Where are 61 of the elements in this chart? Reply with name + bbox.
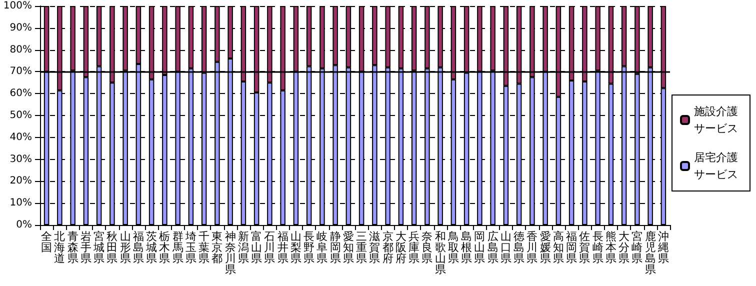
x-tick-label: 東京都 xyxy=(212,230,223,265)
x-tick-label: 福井県 xyxy=(277,230,288,265)
x-tick-label: 鳥取県 xyxy=(446,230,459,265)
x-tick-label: 愛媛県 xyxy=(540,230,551,265)
y-tick-label: 50% xyxy=(10,110,32,121)
legend-label: 施設介護サービス xyxy=(694,105,738,135)
x-tick-label: 秋田県 xyxy=(106,230,118,265)
x-tick-label: 新潟県 xyxy=(238,230,249,265)
x-tick-label: 大阪府 xyxy=(395,230,406,265)
x-tick-label: 熊本県 xyxy=(605,230,616,265)
x-tick-label: 茨城県 xyxy=(145,230,158,265)
x-tick-label: 岡山県 xyxy=(474,230,486,265)
y-tick-label: 70% xyxy=(10,66,32,78)
y-tick-label: 90% xyxy=(10,22,32,34)
x-tick-label: 群馬県 xyxy=(171,230,184,265)
x-tick-label: 全国 xyxy=(41,230,52,254)
x-tick-label: 鹿児島県 xyxy=(644,230,656,276)
x-tick-label: 広島県 xyxy=(487,230,498,265)
y-tick-label: 0% xyxy=(16,220,32,230)
x-tick-label: 兵庫県 xyxy=(408,230,420,265)
x-tick-label: 和歌山県 xyxy=(434,230,446,276)
x-tick-label: 富山県 xyxy=(251,230,262,265)
x-tick-label: 滋賀県 xyxy=(369,230,380,265)
x-tick-label: 山口県 xyxy=(500,230,512,265)
x-tick-label: 愛知県 xyxy=(342,230,354,265)
y-tick-label: 100% xyxy=(3,0,32,12)
x-tick-label: 静岡県 xyxy=(330,230,341,265)
x-tick-label: 沖縄県 xyxy=(656,230,669,265)
x-tick-label: 奈良県 xyxy=(422,230,433,265)
x-tick-label: 高知県 xyxy=(552,230,564,265)
x-tick-label: 青森県 xyxy=(67,230,78,265)
x-tick-label: 宮城県 xyxy=(92,230,105,265)
x-tick-label: 京都府 xyxy=(382,230,394,265)
x-tick-label: 岐阜県 xyxy=(316,230,328,265)
x-tick-label: 大分県 xyxy=(618,230,630,265)
x-tick-label: 埼玉県 xyxy=(184,230,196,265)
x-tick-label: 福岡県 xyxy=(566,230,578,265)
x-tick-label: 神奈川県 xyxy=(224,230,236,276)
x-tick-label: 佐賀県 xyxy=(579,230,590,265)
x-tick-label: 山梨県 xyxy=(290,230,302,265)
y-tick-label: 10% xyxy=(10,198,32,209)
x-tick-label: 徳島県 xyxy=(514,230,525,265)
x-tick-label: 長野県 xyxy=(304,230,315,265)
x-tick-label: 千葉県 xyxy=(198,230,210,265)
x-tick-label: 山形県 xyxy=(120,230,131,265)
x-tick-label: 宮崎県 xyxy=(632,230,643,265)
y-tick-label: 80% xyxy=(10,44,32,56)
legend-label: 居宅介護サービス xyxy=(694,151,738,181)
x-tick-label: 北海道 xyxy=(54,230,66,265)
y-tick-label: 30% xyxy=(10,154,32,165)
x-tick-label: 三重県 xyxy=(356,230,368,265)
x-tick-label: 栃木県 xyxy=(159,230,170,265)
x-tick-label: 長崎県 xyxy=(592,230,604,265)
y-tick-label: 40% xyxy=(10,132,32,143)
y-tick-label: 60% xyxy=(10,88,32,100)
x-tick-label: 島根県 xyxy=(461,230,472,265)
x-tick-label: 岩手県 xyxy=(80,230,92,265)
y-tick-label: 20% xyxy=(10,176,32,187)
x-tick-label: 石川県 xyxy=(264,230,276,265)
x-tick-label: 香川県 xyxy=(526,230,538,265)
x-tick-label: 福島県 xyxy=(132,230,144,265)
